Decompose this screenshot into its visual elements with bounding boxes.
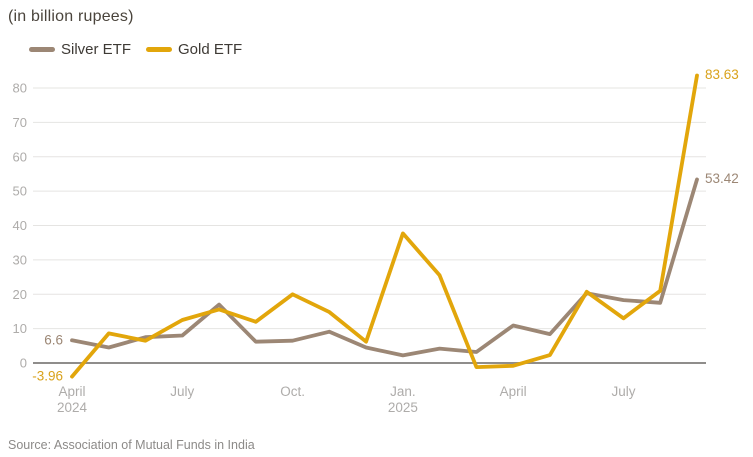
y-axis-tick-label: 20 (13, 287, 27, 302)
y-axis-tick-label: 50 (13, 184, 27, 199)
y-axis-tick-label: 40 (13, 218, 27, 233)
y-axis-tick-label: 60 (13, 149, 27, 164)
value-label-gold-etf: 83.63 (705, 67, 739, 82)
source-note: Source: Association of Mutual Funds in I… (8, 438, 255, 452)
legend-label-silver-etf: Silver ETF (61, 41, 132, 58)
x-axis-year-label: 2025 (388, 400, 418, 415)
x-axis-tick-label: Oct. (280, 384, 305, 399)
y-axis-tick-label: 10 (13, 321, 27, 336)
chart-title: (in billion rupees) (8, 8, 134, 25)
y-axis-tick-label: 0 (20, 356, 27, 371)
legend-item-silver-etf: Silver ETF (29, 41, 131, 58)
legend-item-gold-etf: Gold ETF (146, 41, 242, 58)
value-label-silver-etf: 53.42 (705, 171, 739, 186)
y-axis-tick-label: 30 (13, 252, 27, 267)
legend-label-gold-etf: Gold ETF (178, 41, 243, 58)
x-axis-tick-label: July (170, 384, 194, 399)
x-axis-tick-label: April (58, 384, 85, 399)
gold-etf-line (70, 73, 699, 379)
x-axis-tick-label: July (611, 384, 635, 399)
x-axis-year-label: 2024 (57, 400, 88, 415)
y-axis-tick-label: 80 (13, 81, 27, 96)
value-label-silver-etf: 6.6 (44, 332, 63, 347)
x-axis-tick-label: April (500, 384, 527, 399)
chart-legend: Silver ETF Gold ETF (29, 41, 242, 58)
y-axis-tick-label: 70 (13, 115, 27, 130)
x-axis-tick-label: Jan. (390, 384, 416, 399)
value-label-gold-etf: -3.96 (32, 369, 63, 384)
gold-etf-swatch-icon (146, 47, 173, 52)
silver-etf-swatch-icon (29, 47, 55, 52)
